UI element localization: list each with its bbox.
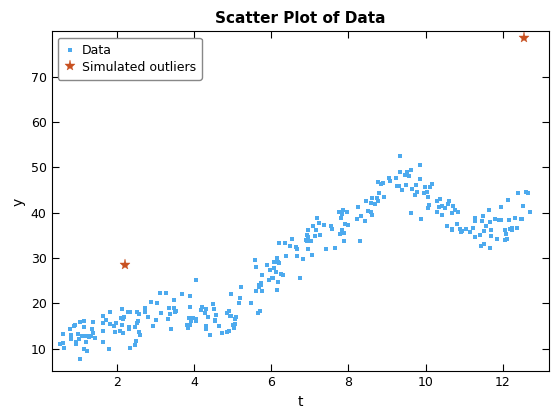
Simulated outliers — [420, 374, 427, 379]
Data — [340, 231, 347, 236]
Data — [57, 341, 63, 346]
Data — [337, 232, 344, 237]
Line: Simulated outliers: Simulated outliers — [119, 33, 529, 385]
Y-axis label: y: y — [11, 197, 25, 205]
Title: Scatter Plot of Data: Scatter Plot of Data — [215, 11, 385, 26]
Simulated outliers — [520, 36, 527, 41]
Simulated outliers — [466, 377, 473, 382]
Data — [59, 331, 66, 336]
Data — [453, 222, 460, 227]
Legend: Data, Simulated outliers: Data, Simulated outliers — [58, 38, 202, 80]
Data — [487, 246, 494, 251]
Data — [336, 209, 343, 214]
Data — [76, 356, 83, 361]
Line: Data: Data — [58, 154, 532, 361]
Simulated outliers — [122, 262, 128, 268]
Simulated outliers — [330, 377, 337, 382]
Data — [397, 154, 404, 159]
X-axis label: t: t — [297, 395, 303, 409]
Data — [526, 210, 533, 215]
